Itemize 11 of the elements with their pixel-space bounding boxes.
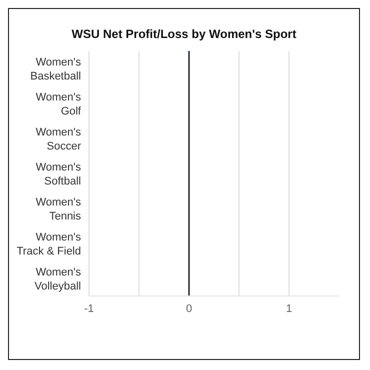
y-tick-label: Women's Soccer bbox=[36, 126, 82, 152]
y-tick-label: Women's Tennis bbox=[36, 196, 82, 222]
y-tick-label: Women's Softball bbox=[36, 162, 82, 188]
y-tick-label: Women's Volleyball bbox=[34, 266, 82, 292]
x-tick-label: 1 bbox=[286, 302, 292, 315]
chart-title: WSU Net Profit/Loss by Women's Sport bbox=[70, 27, 298, 41]
y-tick-label: Women's Golf bbox=[36, 92, 82, 118]
y-tick-label: Women's Track & Field bbox=[16, 232, 82, 258]
x-tick-label: 0 bbox=[186, 302, 192, 315]
y-tick-label: Women's Basketball bbox=[30, 56, 82, 82]
x-tick-label: -1 bbox=[84, 302, 94, 315]
